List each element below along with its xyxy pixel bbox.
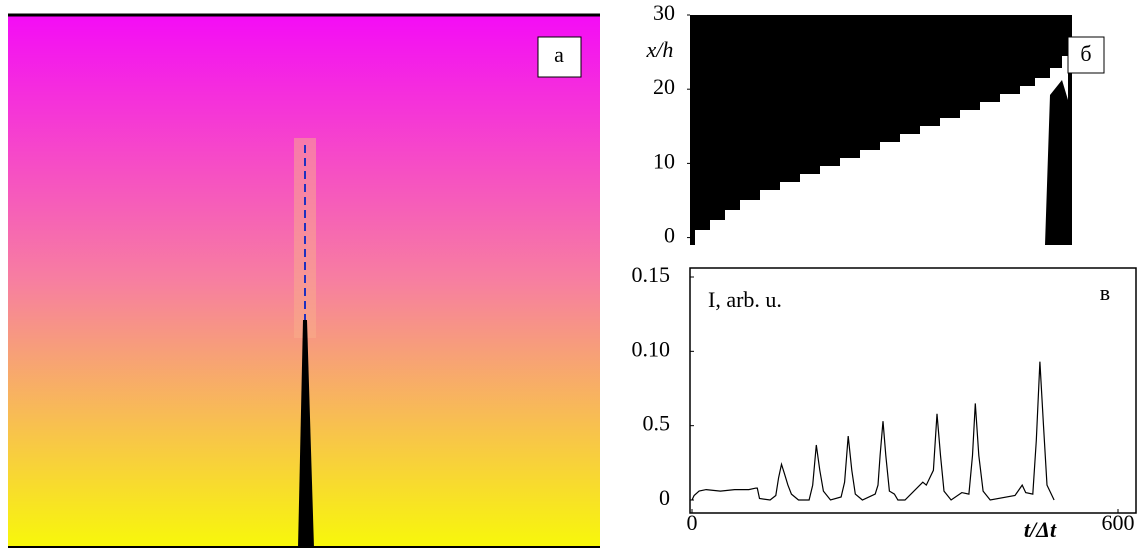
label-box <box>537 36 582 78</box>
y-tick-label: 0.15 <box>632 262 671 287</box>
y-tick-label: 0 <box>664 223 675 248</box>
x-tick-label: 600 <box>1102 510 1135 535</box>
y-tick-label: 0.10 <box>632 336 671 361</box>
signal-line <box>691 361 1055 501</box>
spike <box>298 320 314 548</box>
map-pattern <box>695 56 1068 245</box>
plot-frame <box>689 267 1137 514</box>
y-tick-label: 20 <box>653 74 675 99</box>
y-axis-label: x/h <box>646 37 674 62</box>
panel-label: в <box>1100 280 1110 305</box>
panel-label: б <box>1080 41 1091 66</box>
panel-label: а <box>554 42 564 67</box>
x-axis-label: t/Δt <box>1024 517 1057 542</box>
y-tick-label: 0 <box>659 485 670 510</box>
y-tick-label: 0.5 <box>643 411 671 436</box>
x-tick-label: 0 <box>687 510 698 535</box>
label-box <box>1067 36 1105 74</box>
annotation: I, arb. u. <box>708 287 782 312</box>
y-tick-label: 10 <box>653 148 675 173</box>
y-tick-label: 30 <box>653 0 675 25</box>
